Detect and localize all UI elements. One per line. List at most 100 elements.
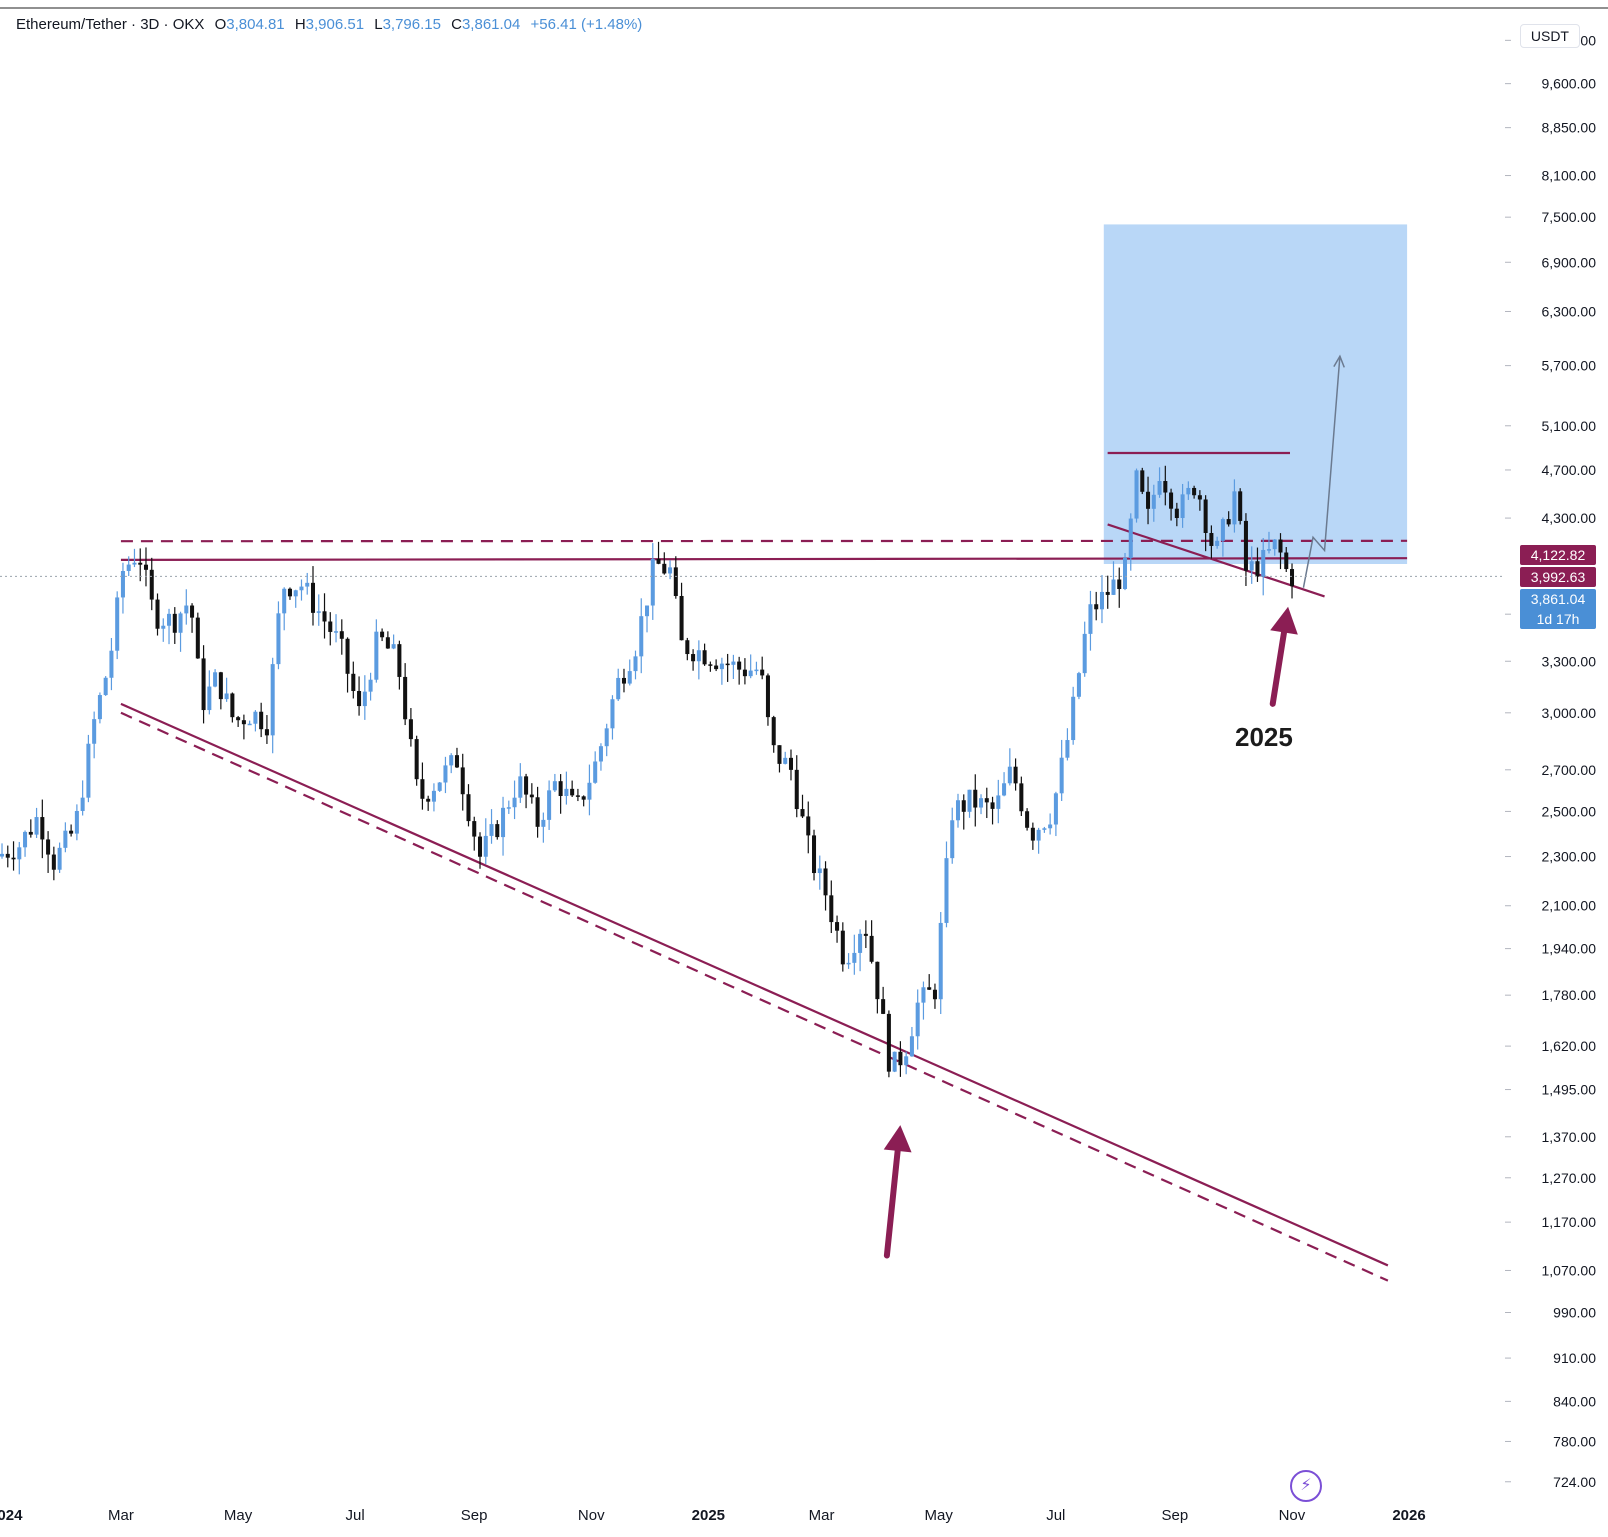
candle-body: [1030, 827, 1035, 841]
candle-body: [829, 895, 834, 923]
y-tick-label: 1,940.00: [1542, 941, 1597, 957]
candle-body: [979, 798, 984, 808]
y-tick-label: 1,070.00: [1542, 1262, 1597, 1278]
x-tick-label: May: [925, 1507, 954, 1524]
candle-body: [1180, 494, 1185, 519]
candle-body: [961, 800, 966, 812]
candle-body: [362, 691, 367, 707]
candle-body: [506, 807, 511, 809]
candle-body: [760, 669, 765, 676]
candle-body: [270, 664, 275, 736]
close-value: 3,861.04: [461, 16, 521, 33]
candle-body: [374, 631, 379, 680]
candle-body: [587, 782, 592, 800]
middle-level-tag: 3,992.63: [1520, 567, 1596, 587]
candle-body: [737, 661, 742, 670]
candle-body: [881, 999, 886, 1014]
y-tick-label: 1,170.00: [1542, 1214, 1597, 1230]
candle-body: [138, 562, 143, 565]
candle-body: [633, 656, 638, 672]
candle-body: [195, 617, 200, 659]
candle-body: [63, 830, 68, 848]
y-tick-label: 840.00: [1553, 1393, 1596, 1409]
candle-body: [748, 670, 753, 677]
candle-body: [86, 743, 91, 798]
candle-body: [40, 817, 45, 840]
candle-body: [1053, 793, 1058, 825]
candle-body: [1243, 520, 1248, 571]
candle-body: [74, 810, 79, 834]
candle-body: [1117, 579, 1122, 590]
candle-body: [1255, 561, 1260, 577]
candle-body: [835, 922, 840, 931]
candle-body: [167, 613, 172, 626]
x-tick-label: Mar: [108, 1507, 134, 1524]
candle-body: [840, 930, 845, 965]
candle-body: [1157, 481, 1162, 495]
candle-body: [293, 590, 298, 597]
candle-body: [5, 853, 10, 858]
symbol-label[interactable]: Ethereum/Tether · 3D · OKX: [16, 16, 205, 33]
candle-body: [483, 835, 488, 857]
y-tick-label: 2,500.00: [1542, 803, 1597, 819]
candle-body: [915, 1002, 920, 1037]
candle-body: [1088, 604, 1093, 634]
y-tick-label: 2,700.00: [1542, 762, 1597, 778]
candle-body: [1025, 811, 1030, 828]
candle-body: [403, 676, 408, 720]
y-tick-label: 5,700.00: [1542, 358, 1597, 374]
y-tick-label: 6,300.00: [1542, 303, 1597, 319]
candle-body: [351, 673, 356, 692]
candle-body: [1249, 561, 1254, 571]
flash-logo-icon[interactable]: ⚡: [1290, 1470, 1322, 1502]
candle-body: [932, 989, 937, 1000]
candle-body: [863, 933, 868, 936]
candle-body: [1042, 828, 1047, 830]
candle-body: [172, 613, 177, 633]
candle-body: [259, 711, 264, 730]
x-tick-label: Sep: [1161, 1507, 1188, 1524]
candle-body: [731, 661, 736, 665]
candle-body: [524, 776, 529, 795]
candles-layer: [0, 465, 1295, 1078]
candle-body: [806, 816, 811, 836]
candle-body: [310, 582, 316, 613]
x-tick-label: Nov: [1279, 1507, 1306, 1524]
candle-body: [1232, 491, 1237, 525]
y-tick-label: 7,500.00: [1542, 209, 1597, 225]
y-tick-label: 1,370.00: [1542, 1129, 1597, 1145]
candle-body: [1071, 696, 1076, 741]
candle-body: [120, 571, 125, 598]
candle-body: [800, 809, 805, 817]
upper-level-tag: 4,122.82: [1520, 545, 1596, 565]
candle-body: [662, 563, 667, 574]
currency-selector[interactable]: USDT: [1519, 24, 1580, 48]
candle-body: [17, 847, 22, 860]
candle-body: [518, 776, 523, 798]
y-tick-label: 910.00: [1553, 1350, 1596, 1366]
candle-body: [552, 781, 557, 791]
y-tick-label: 4,700.00: [1542, 462, 1597, 478]
candle-body: [950, 820, 955, 859]
candle-body: [264, 729, 269, 736]
candle-body: [420, 779, 425, 799]
candle-body: [57, 847, 62, 870]
candle-body: [334, 631, 339, 633]
x-tick-label: May: [224, 1507, 253, 1524]
price-axis[interactable]: 10,400.009,600.008,850.008,100.007,500.0…: [1505, 32, 1597, 1490]
candle-body: [1065, 740, 1070, 758]
candle-body: [345, 638, 350, 674]
candle-body: [1140, 470, 1145, 492]
candle-body: [1174, 508, 1179, 519]
candle-body: [380, 631, 385, 638]
y-tick-label: 8,100.00: [1542, 168, 1597, 184]
candle-body: [783, 757, 788, 764]
open-label: O: [214, 16, 227, 33]
candle-body: [812, 835, 817, 874]
candle-body: [973, 789, 978, 808]
trendline: [120, 702, 1389, 1267]
time-axis[interactable]: 2024 Mar May Jul Sep Nov 2025 Mar May Jul Sep Nov 20…: [0, 1507, 1426, 1524]
low-label: L: [374, 16, 383, 33]
candle-body: [921, 987, 926, 1003]
